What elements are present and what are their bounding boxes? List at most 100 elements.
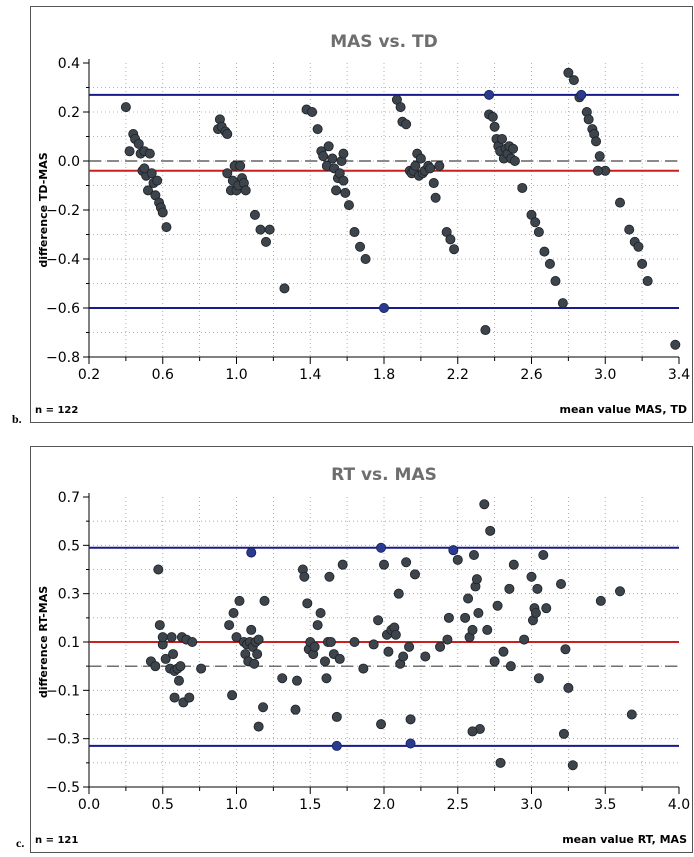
data-point [509, 155, 520, 166]
data-point [144, 148, 155, 159]
data-point [331, 185, 342, 196]
data-point [327, 153, 338, 164]
data-point [489, 656, 500, 667]
data-point [319, 656, 330, 667]
limit-data-point [576, 89, 587, 100]
data-point [530, 217, 541, 228]
chart-frame-c: RT vs. MAS 0.0 0.5 1.0 1.5 2.0 2.5 3.0 3.5 4.0 0.7… [30, 446, 693, 853]
x-tick-label: 1.5 [299, 797, 321, 813]
y-tick-label: −0.4 [46, 252, 80, 268]
data-point [505, 661, 516, 672]
data-point [498, 646, 509, 657]
data-point [558, 728, 569, 739]
data-point [420, 651, 431, 662]
data-point [533, 227, 544, 238]
data-point [235, 160, 246, 171]
x-tick-label: 0.2 [78, 367, 100, 383]
data-point [473, 607, 484, 618]
data-point [557, 298, 568, 309]
y-tick-label: −0.1 [46, 683, 80, 699]
data-point [246, 624, 257, 635]
x-tick-label: 2.2 [447, 367, 469, 383]
data-point [615, 586, 626, 597]
data-point [253, 721, 264, 732]
data-point [615, 197, 626, 208]
chart-frame-b: MAS vs. TD 0.2 0.6 1.0 1.4 1.8 2.2 2.6 3.0 3.4 0.4… [30, 6, 693, 423]
data-point [504, 583, 515, 594]
data-point [157, 632, 168, 643]
x-tick-label: 0.0 [78, 797, 100, 813]
data-point [222, 168, 233, 179]
data-point [592, 165, 603, 176]
data-point [184, 692, 195, 703]
y-tick-label: 0.3 [58, 587, 80, 603]
data-point [309, 641, 320, 652]
data-point [583, 114, 594, 125]
data-point [349, 636, 360, 647]
y-tick-label: 0.5 [58, 538, 80, 554]
data-point [234, 595, 245, 606]
data-point [291, 675, 302, 686]
x-axis-label: mean value MAS, TD [559, 403, 687, 416]
data-point [175, 661, 186, 672]
data-point [452, 554, 463, 565]
data-point [315, 607, 326, 618]
data-point [146, 168, 157, 179]
data-point [157, 207, 168, 218]
data-point [337, 559, 348, 570]
limit-data-point [378, 302, 389, 313]
x-tick-label: 2.6 [520, 367, 542, 383]
panel-label-b: b. [12, 412, 22, 426]
data-point [395, 102, 406, 113]
x-tick-label: 0.6 [152, 367, 174, 383]
x-tick-label: 3.0 [520, 797, 542, 813]
scatter-plot-mas-vs-td: MAS vs. TD 0.2 0.6 1.0 1.4 1.8 2.2 2.6 3.0 3.4 0.4… [35, 32, 690, 416]
data-point [398, 651, 409, 662]
data-point [312, 620, 323, 631]
data-point [492, 600, 503, 611]
data-point [449, 244, 460, 255]
data-point [150, 661, 161, 672]
data-point [224, 620, 235, 631]
data-point [324, 571, 335, 582]
limit-data-point [405, 738, 416, 749]
data-point [368, 639, 379, 650]
data-point [227, 690, 238, 701]
sample-size-label: n = 122 [35, 405, 78, 416]
data-point [443, 612, 454, 623]
data-point [560, 644, 571, 655]
data-point [120, 102, 131, 113]
data-point [508, 143, 519, 154]
data-point [258, 702, 269, 713]
chart-panel-c: RT vs. MAS 0.0 0.5 1.0 1.5 2.0 2.5 3.0 3.5 4.0 0.7… [30, 432, 694, 853]
data-point [467, 624, 478, 635]
data-point [626, 709, 637, 720]
data-point [519, 634, 530, 645]
limit-data-point [331, 740, 342, 751]
data-point [496, 133, 507, 144]
data-point [393, 588, 404, 599]
data-point [563, 67, 574, 78]
data-point [321, 673, 332, 684]
data-point [338, 175, 349, 186]
data-point [222, 129, 233, 140]
panel-label-c: c. [16, 836, 25, 850]
data-point [556, 578, 567, 589]
data-point [637, 258, 648, 269]
data-point [334, 653, 345, 664]
limit-data-point [376, 542, 387, 553]
y-tick-label: 0.4 [58, 56, 80, 72]
data-point [302, 598, 313, 609]
data-point [143, 185, 154, 196]
data-point [508, 559, 519, 570]
y-tick-label: −0.6 [46, 301, 80, 317]
data-point [173, 675, 184, 686]
data-point [161, 222, 172, 233]
data-point [401, 557, 412, 568]
data-point [670, 339, 681, 350]
y-axis-label: difference RT-MAS [37, 586, 50, 698]
data-point [325, 636, 336, 647]
x-tick-label: 3.0 [594, 367, 616, 383]
data-point [253, 634, 264, 645]
data-point [160, 653, 171, 664]
